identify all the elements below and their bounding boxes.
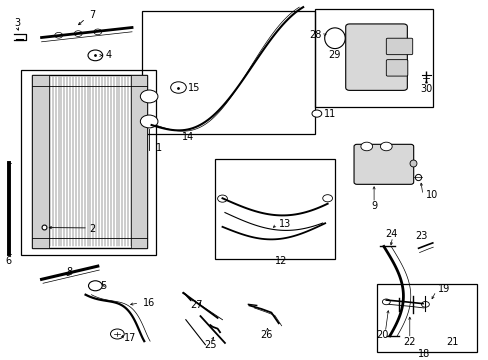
Bar (215, 159, 334, 259)
Circle shape (88, 50, 102, 61)
Text: 28: 28 (309, 30, 321, 40)
Text: 26: 26 (260, 330, 272, 340)
Text: 11: 11 (324, 109, 336, 118)
Circle shape (88, 281, 102, 291)
Circle shape (110, 329, 124, 339)
Text: 4: 4 (105, 50, 111, 60)
Text: 21: 21 (445, 337, 458, 347)
Bar (142, 11, 315, 134)
Circle shape (140, 115, 158, 128)
Bar (376, 284, 476, 352)
Text: 19: 19 (437, 284, 449, 294)
Circle shape (217, 195, 227, 202)
Circle shape (170, 82, 186, 93)
Text: 18: 18 (417, 349, 430, 359)
Text: 2: 2 (89, 224, 95, 234)
Text: 30: 30 (420, 84, 432, 94)
Text: 24: 24 (384, 229, 397, 239)
Text: 1: 1 (155, 143, 162, 153)
Circle shape (380, 142, 391, 151)
Circle shape (55, 32, 62, 38)
Text: 25: 25 (203, 341, 216, 350)
Text: 9: 9 (370, 202, 376, 211)
Bar (315, 9, 432, 107)
Bar (32, 75, 146, 248)
Circle shape (421, 301, 428, 307)
Text: 27: 27 (189, 301, 202, 310)
Text: 29: 29 (327, 50, 340, 60)
Circle shape (322, 195, 332, 202)
Text: 8: 8 (66, 267, 72, 277)
FancyBboxPatch shape (386, 38, 412, 55)
Circle shape (140, 90, 158, 103)
Text: 7: 7 (89, 10, 95, 20)
Text: 5: 5 (100, 281, 106, 291)
Bar (131, 75, 146, 248)
Circle shape (311, 110, 321, 117)
Text: 20: 20 (375, 330, 388, 340)
FancyBboxPatch shape (353, 144, 413, 184)
Bar (20, 69, 155, 255)
Text: 6: 6 (6, 256, 12, 266)
Circle shape (74, 31, 82, 36)
Text: 16: 16 (142, 298, 155, 308)
Text: 3: 3 (14, 18, 20, 27)
Text: 15: 15 (187, 82, 200, 93)
Circle shape (360, 142, 372, 151)
Text: 10: 10 (426, 190, 438, 200)
Text: 13: 13 (278, 219, 290, 229)
Text: 12: 12 (274, 256, 287, 266)
Text: 22: 22 (403, 337, 415, 347)
Text: 23: 23 (414, 231, 427, 242)
Ellipse shape (324, 28, 345, 49)
Text: 17: 17 (124, 333, 136, 343)
Circle shape (94, 29, 102, 35)
FancyBboxPatch shape (386, 60, 407, 76)
Bar (32, 75, 49, 248)
Circle shape (382, 299, 389, 305)
Text: 14: 14 (182, 132, 194, 142)
FancyBboxPatch shape (345, 24, 407, 90)
